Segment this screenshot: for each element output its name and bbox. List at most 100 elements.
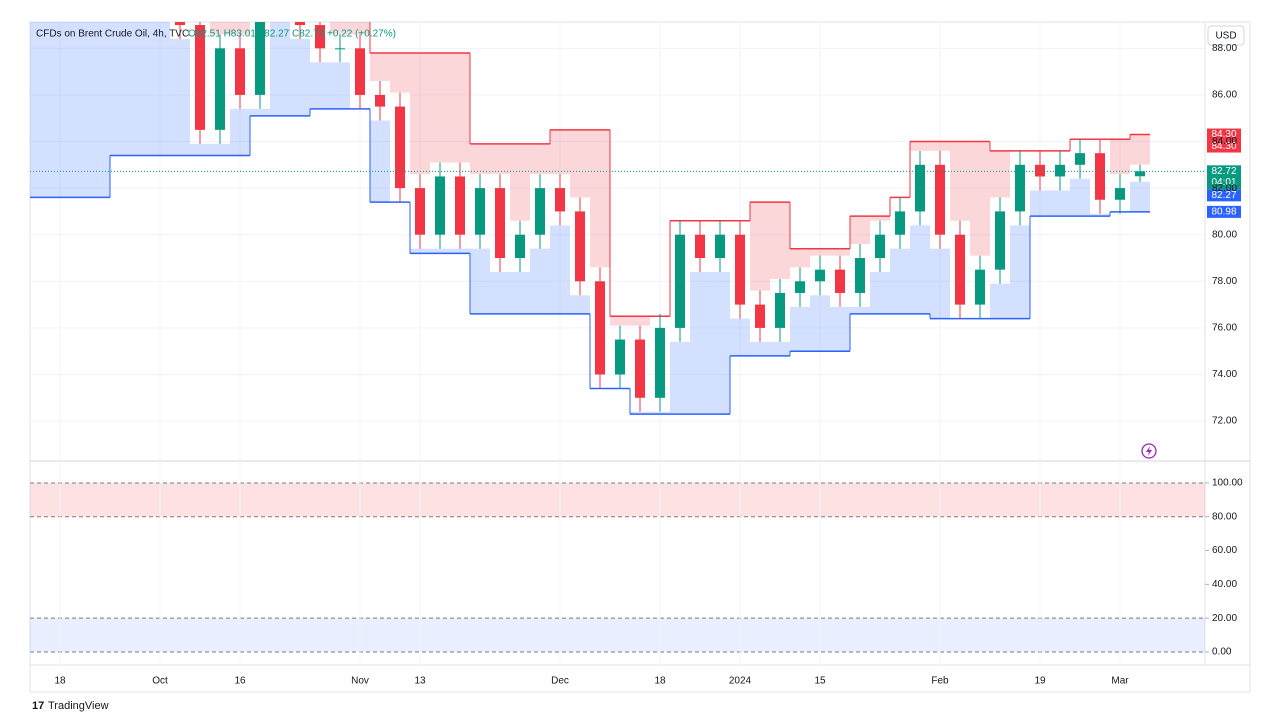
candle-body — [995, 211, 1005, 270]
lower-fill — [1130, 181, 1150, 212]
upper-fill — [370, 52, 390, 81]
lower-fill — [830, 306, 850, 352]
osc-tick-label: 100.00 — [1212, 478, 1243, 489]
upper-fill — [930, 141, 950, 151]
price-tag-label: 82.27 — [1211, 190, 1236, 201]
y-tick-label: 88.00 — [1212, 43, 1237, 54]
lower-fill — [910, 225, 930, 314]
upper-fill — [190, 0, 210, 11]
lower-fill — [710, 271, 730, 415]
y-tick-label: 72.00 — [1212, 416, 1237, 427]
logo-mark: 17 — [32, 700, 44, 712]
alert-bolt[interactable] — [1146, 446, 1152, 456]
x-tick-label: 13 — [414, 676, 426, 687]
upper-fill — [390, 52, 410, 93]
lower-fill — [890, 248, 910, 314]
candle-body — [875, 234, 885, 259]
price-tag — [1207, 205, 1241, 218]
upper-fill — [790, 248, 810, 268]
currency-button[interactable] — [1207, 25, 1245, 46]
upper-fill — [950, 141, 970, 221]
upper-fill — [910, 141, 930, 151]
ohlc: O82.51 H83.01 L82.27 C82.72 +0.22 (+0.27… — [188, 29, 396, 40]
countdown: 04:01 — [1211, 177, 1236, 188]
candle-body — [495, 188, 505, 259]
candle-body — [475, 188, 485, 235]
lower-fill — [310, 62, 330, 109]
candle-body — [635, 339, 645, 398]
upper-fill — [350, 22, 370, 35]
lower-fill — [850, 306, 870, 314]
upper-fill — [1130, 134, 1150, 165]
candle-body — [675, 234, 685, 328]
band-oversold — [30, 618, 1205, 652]
x-tick-label: Feb — [931, 676, 949, 687]
currency[interactable]: USD — [1215, 31, 1236, 42]
y-tick-label: 84.00 — [1212, 136, 1237, 147]
candle-body — [455, 176, 465, 235]
lower-fill — [230, 108, 250, 156]
upper-fill — [770, 202, 790, 279]
upper-fill — [410, 52, 430, 175]
upper-fill — [830, 248, 850, 256]
candle-body — [1095, 153, 1105, 200]
lower-fill — [290, 39, 310, 116]
y-tick-label: 86.00 — [1212, 90, 1237, 101]
upper-fill — [590, 129, 610, 268]
candle-body — [895, 211, 905, 235]
price-tag — [1207, 140, 1241, 153]
candle-body — [1135, 171, 1145, 177]
candle-body — [615, 339, 625, 375]
alert-icon[interactable] — [1141, 443, 1157, 459]
lower-fill — [1090, 213, 1110, 217]
upper-fill — [850, 216, 870, 245]
price-tag-label: 84.30 — [1211, 141, 1236, 152]
upper-fill — [430, 52, 450, 163]
candle-body — [975, 269, 985, 305]
candle-body — [275, 2, 285, 3]
price-tag — [1207, 165, 1241, 190]
upper-fill — [230, 22, 250, 35]
lower-fill — [990, 283, 1010, 319]
candle-body — [935, 164, 945, 235]
candle-body — [595, 281, 605, 375]
lower-fill — [330, 62, 350, 109]
lower-fill — [570, 295, 590, 314]
upper-fill — [490, 143, 510, 175]
x-tick-label: Oct — [152, 676, 168, 687]
x-tick-label: Mar — [1111, 676, 1129, 687]
upper-fill — [210, 22, 230, 35]
lower-fill — [450, 248, 470, 254]
upper-fill — [610, 316, 630, 326]
lower-fill — [270, 22, 290, 116]
x-tick-label: 19 — [1034, 676, 1046, 687]
candle-body — [835, 269, 845, 293]
lower-fill — [1050, 190, 1070, 217]
candle-body — [1015, 164, 1025, 212]
lower-fill — [690, 271, 710, 415]
lower-fill — [510, 271, 530, 314]
osc-tick-label: 20.00 — [1212, 613, 1237, 624]
plot — [30, 0, 1150, 415]
candle-body — [375, 94, 385, 107]
candle-body — [815, 269, 825, 282]
lower-fill — [750, 341, 770, 356]
upper-fill — [970, 141, 990, 256]
candle-body — [315, 25, 325, 49]
lower-fill — [210, 143, 230, 156]
lower-fill — [670, 341, 690, 415]
grid — [30, 22, 1209, 665]
candle-body — [1075, 153, 1085, 165]
lower-fill — [490, 271, 510, 314]
upper-fill — [990, 150, 1010, 198]
y-tick-label: 76.00 — [1212, 323, 1237, 334]
upper-fill — [330, 22, 350, 35]
x-tick-label: 18 — [54, 676, 66, 687]
x-tick-label: 15 — [814, 676, 826, 687]
lower-fill — [630, 411, 650, 415]
candle-body — [235, 48, 245, 95]
candle-body — [535, 188, 545, 235]
x-tick-label: 16 — [234, 676, 246, 687]
lower-fill — [30, 22, 50, 198]
